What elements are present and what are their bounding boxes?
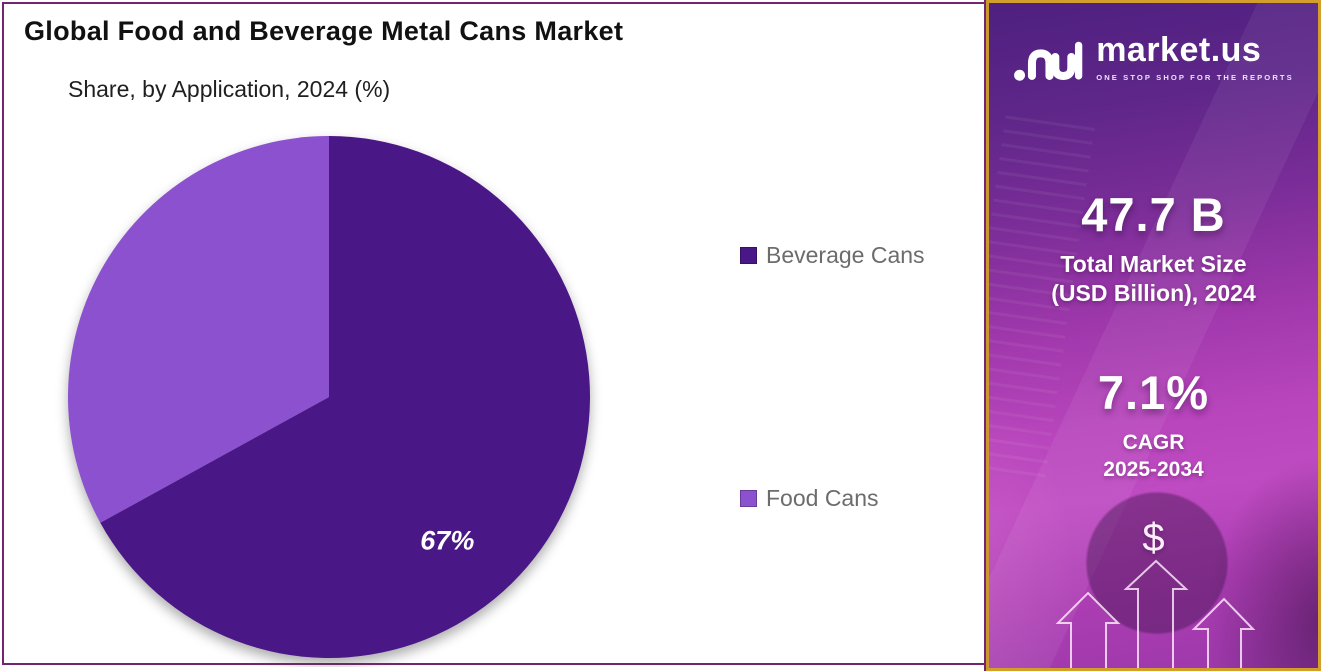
market-us-logo-icon <box>1014 41 1083 81</box>
cagr-label: CAGR <box>1122 431 1185 454</box>
pie-chart: 67% <box>68 136 590 658</box>
brand-sidebar: market.us ONE STOP SHOP FOR THE REPORTS … <box>986 0 1321 671</box>
brand-tagline: ONE STOP SHOP FOR THE REPORTS <box>1096 72 1294 82</box>
cagr-period: 2025-2034 <box>1103 458 1204 481</box>
legend-swatch-beverage-cans-icon <box>740 247 757 264</box>
market-size-label-line1: Total Market Size <box>1060 251 1247 277</box>
brand-name: market.us <box>1096 30 1262 69</box>
market-size-value: 47.7 B <box>1081 188 1226 241</box>
chart-panel: Global Food and Beverage Metal Cans Mark… <box>2 2 986 665</box>
market-size-label-line2: (USD Billion), 2024 <box>1051 280 1256 306</box>
brand-logo: market.us ONE STOP SHOP FOR THE REPORTS <box>989 29 1318 85</box>
cagr-value: 7.1% <box>1097 366 1210 419</box>
chart-title: Global Food and Beverage Metal Cans Mark… <box>24 16 624 46</box>
legend-item-beverage-cans: Beverage Cans <box>740 242 925 269</box>
pie-slice-food-cans <box>68 136 330 523</box>
pie-data-label: 67% <box>420 526 474 556</box>
chart-subtitle: Share, by Application, 2024 (%) <box>68 76 391 102</box>
legend-label-food-cans: Food Cans <box>766 485 879 511</box>
legend-item-food-cans: Food Cans <box>740 485 879 512</box>
pie-slices-group <box>68 136 590 658</box>
legend-swatch-food-cans-icon <box>740 490 757 507</box>
legend-label-beverage-cans: Beverage Cans <box>766 242 925 268</box>
growth-arrows-icon <box>1055 559 1256 668</box>
dollar-symbol: $ <box>1142 516 1165 560</box>
brand-text-block: market.us ONE STOP SHOP FOR THE REPORTS <box>1096 33 1294 82</box>
pie-slice-beverage-cans <box>100 136 590 658</box>
